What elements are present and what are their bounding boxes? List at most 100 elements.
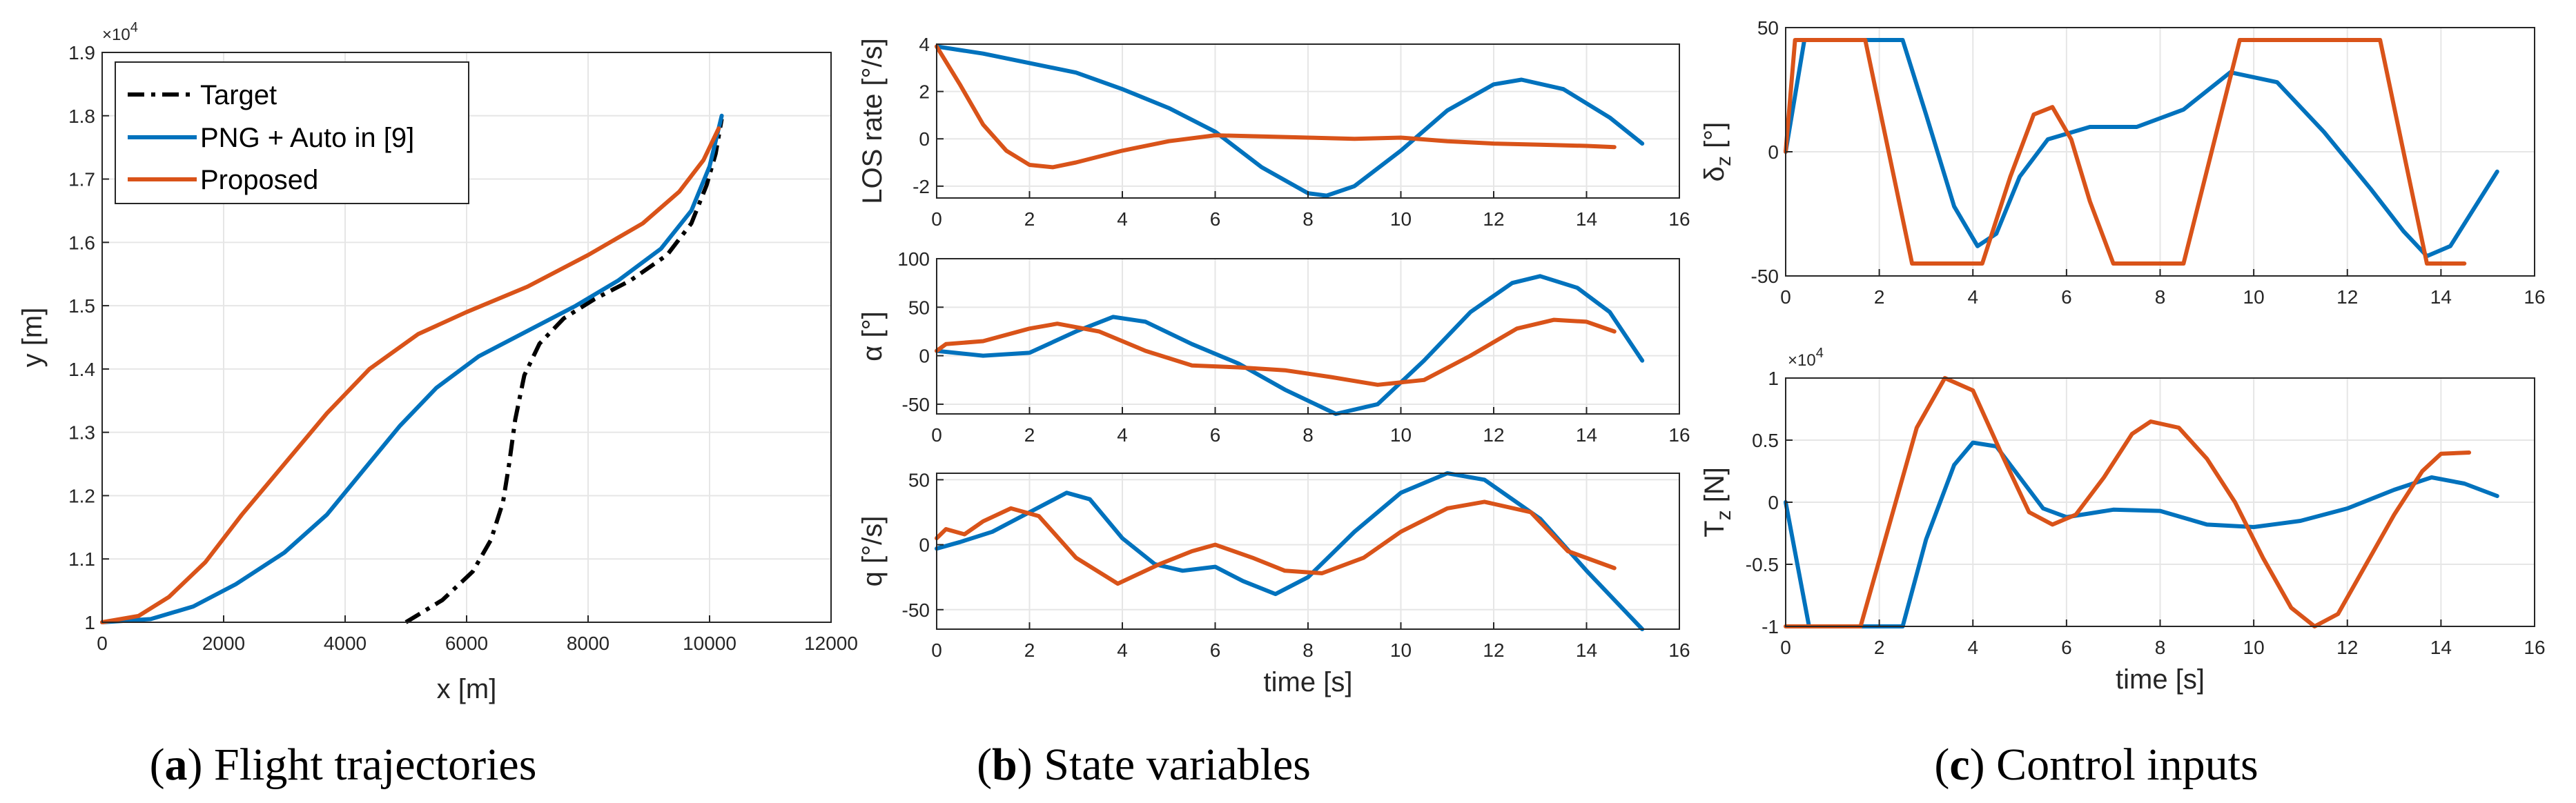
y-tick-label: 0 [1768,492,1779,513]
y-tick-label: 0.5 [1752,430,1779,451]
y-tick-label: 0 [1768,141,1779,163]
series-line-proposed [935,499,1617,586]
series-group [1784,38,2499,266]
y-tick-label: 4 [919,34,930,55]
x-tick-label: 2000 [202,633,245,654]
x-tick-label: 4 [1967,637,1978,658]
y-tick-label: 1.9 [68,42,95,63]
x-tick-label: 12 [1483,640,1504,661]
y-tick-label: 1 [1768,368,1779,389]
x-tick-label: 12 [2336,637,2358,658]
y-tick-label: 1.1 [68,548,95,570]
x-tick-label: 8 [2155,286,2166,308]
y-tick-label: -2 [913,176,930,197]
x-tick-label: 4000 [324,633,367,654]
series-group [1784,376,2499,628]
series-group [935,471,1645,631]
legend-target-label: Target [200,80,277,110]
x-tick-label: 14 [1576,640,1597,661]
x-tick-label: 12000 [804,633,858,654]
series-line-png-auto-in-9 [1784,440,2499,628]
x-axis-label: x [m] [437,674,497,704]
x-tick-label: 10 [2243,286,2265,308]
y-tick-label: -50 [902,599,930,621]
tick-labels: 0 2 4 6 8 10 12 14 16 -1 -0.5 0 0.5 1 [1746,368,2546,658]
y-tick-label: -1 [1762,616,1779,637]
x-axis-label: time [s] [1264,667,1353,697]
series-group [935,274,1645,416]
x-tick-label: 4 [1117,640,1128,661]
x-tick-label: 0 [1780,286,1791,308]
y-tick-label: 1 [84,612,95,633]
y-tick-label: 1.8 [68,106,95,127]
legend-png-label: PNG + Auto in [9] [200,123,414,153]
x-tick-label: 0 [931,424,942,446]
x-tick-label: 14 [1576,424,1597,446]
x-tick-label: 0 [931,208,942,230]
x-tick-label: 4 [1117,424,1128,446]
tick-labels: 0 2000 4000 6000 8000 10000 12000 1 1.1 1.2 1.3 1.4… [68,42,858,654]
x-tick-label: 0 [97,633,108,654]
y-tick-label: 0 [919,128,930,150]
y-tick-label: 50 [908,297,930,318]
caption-a: (a) Flight trajectories [150,740,537,790]
series-line-png-auto-in-9 [1784,38,2499,259]
x-tick-label: 2 [1024,640,1035,661]
x-tick-label: 8 [2155,637,2166,658]
x-tick-label: 14 [2430,637,2452,658]
y-tick-label: -50 [1751,266,1779,287]
x-tick-label: 10000 [683,633,736,654]
series-line-proposed [1784,376,2472,628]
x-tick-label: 6 [2061,637,2072,658]
y-tick-label: 1.7 [68,169,95,190]
x-tick-label: 8 [1302,208,1314,230]
series-line-proposed [935,317,1617,387]
x-tick-label: 8000 [567,633,609,654]
y-axis-label: LOS rate [°/s] [857,38,888,204]
series-group [935,44,1645,198]
y-tick-label: 100 [897,248,930,270]
x-tick-label: 8 [1302,424,1314,446]
x-tick-label: 8 [1302,640,1314,661]
y-axis-label: Tz [N] [1699,467,1735,537]
caption-b: (b) State variables [977,740,1311,790]
x-tick-label: 2 [1024,424,1035,446]
y-tick-label: 0 [919,346,930,367]
caption-c: (c) Control inputs [1934,740,2258,790]
legend: Target PNG + Auto in [9] Proposed [115,61,469,204]
legend-proposed-label: Proposed [200,165,318,195]
x-tick-label: 10 [1390,208,1412,230]
series-line-png-auto-in-9 [935,274,1645,416]
x-tick-label: 16 [2524,286,2545,308]
panel-flight-trajectories: 0 2000 4000 6000 8000 10000 12000 1 1.1 1.2 1.3 1.4… [17,20,858,704]
x-tick-label: 6 [1210,208,1221,230]
x-axis-label: time [s] [2116,664,2205,695]
y-tick-label: 0 [919,535,930,556]
series-line-png-auto-in-9 [935,471,1645,631]
y-exponent-label: ×104 [1788,346,1824,370]
x-tick-label: 6 [1210,424,1221,446]
y-tick-label: 1.2 [68,485,95,506]
y-axis-label: q [°/s] [857,516,888,587]
x-tick-label: 0 [931,640,942,661]
y-tick-label: 1.5 [68,295,95,317]
x-tick-label: 6000 [445,633,488,654]
x-tick-label: 16 [2524,637,2545,658]
x-tick-label: 2 [1874,637,1885,658]
x-tick-label: 14 [2430,286,2452,308]
y-tick-label: 2 [919,81,930,103]
series-line-target [404,118,724,624]
y-axis-label: α [°] [857,311,888,361]
x-tick-label: 4 [1967,286,1978,308]
y-tick-label: 50 [908,469,930,490]
x-tick-label: 12 [1483,208,1504,230]
